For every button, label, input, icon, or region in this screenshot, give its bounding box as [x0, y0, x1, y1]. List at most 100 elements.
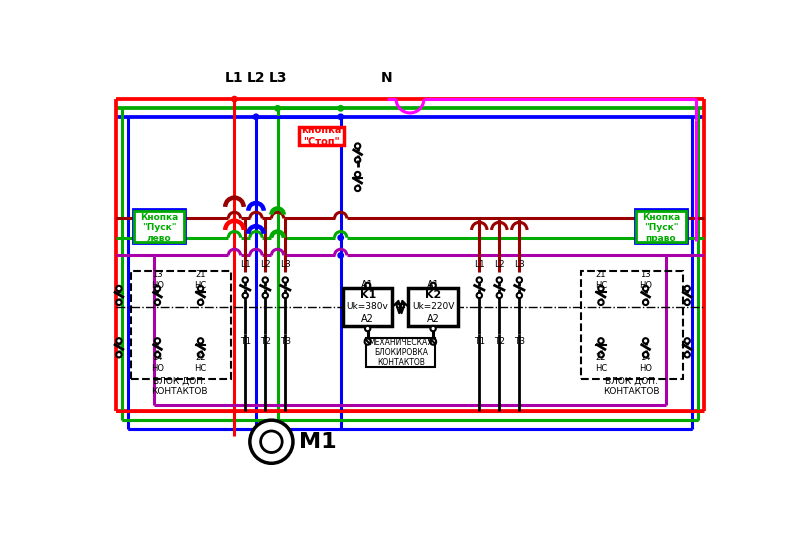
Text: M1: M1 — [298, 432, 337, 452]
Text: A1: A1 — [426, 280, 439, 291]
Bar — [299, 127, 344, 146]
Text: T1: T1 — [474, 337, 485, 346]
Circle shape — [685, 352, 690, 358]
Text: 22
НС: 22 НС — [595, 353, 607, 373]
Text: K2: K2 — [425, 291, 442, 300]
Text: N: N — [381, 71, 393, 85]
Bar — [409, 288, 458, 326]
Circle shape — [262, 293, 268, 298]
Text: 21
НС: 21 НС — [595, 270, 607, 290]
Bar — [343, 288, 392, 326]
Bar — [581, 271, 683, 379]
Circle shape — [232, 97, 237, 102]
Text: L2: L2 — [260, 260, 270, 269]
Text: T2: T2 — [260, 337, 270, 346]
Circle shape — [275, 106, 280, 111]
Circle shape — [154, 338, 160, 344]
Circle shape — [116, 352, 122, 358]
Circle shape — [643, 286, 648, 291]
Text: Кнопка
"Пуск"
лево: Кнопка "Пуск" лево — [140, 213, 178, 243]
Bar — [134, 211, 184, 242]
Text: A1: A1 — [362, 280, 374, 291]
Circle shape — [685, 286, 690, 291]
Circle shape — [198, 300, 203, 305]
Circle shape — [242, 277, 248, 283]
Circle shape — [477, 277, 482, 283]
Circle shape — [430, 283, 436, 288]
Circle shape — [355, 186, 360, 191]
Text: кнопка
"Стоп": кнопка "Стоп" — [302, 125, 342, 147]
Text: Uk=380v: Uk=380v — [346, 302, 389, 311]
Bar — [133, 209, 185, 243]
Text: L1: L1 — [225, 71, 244, 85]
Bar — [366, 338, 435, 367]
Text: МЕХАНИЧЕСКАЯ
БЛОКИРОВКА
КОНТАКТОВ: МЕХАНИЧЕСКАЯ БЛОКИРОВКА КОНТАКТОВ — [369, 338, 433, 367]
Text: A2: A2 — [426, 314, 439, 323]
Circle shape — [338, 114, 343, 120]
Circle shape — [250, 420, 293, 463]
Circle shape — [338, 106, 343, 111]
Text: L2: L2 — [494, 260, 505, 269]
Circle shape — [116, 300, 122, 305]
Bar — [635, 209, 687, 243]
Circle shape — [254, 114, 258, 120]
Circle shape — [262, 277, 268, 283]
Circle shape — [198, 352, 203, 358]
Text: L3: L3 — [514, 260, 525, 269]
Circle shape — [598, 338, 604, 344]
Circle shape — [598, 300, 604, 305]
Circle shape — [685, 338, 690, 344]
Circle shape — [598, 286, 604, 291]
Text: T2: T2 — [494, 337, 505, 346]
Text: 13
НО: 13 НО — [151, 270, 164, 290]
Circle shape — [154, 300, 160, 305]
Circle shape — [116, 286, 122, 291]
Text: БЛОК ДОП.
КОНТАКТОВ: БЛОК ДОП. КОНТАКТОВ — [150, 376, 207, 396]
Circle shape — [598, 352, 604, 358]
Circle shape — [355, 172, 360, 177]
Circle shape — [497, 293, 502, 298]
Text: K1: K1 — [359, 291, 376, 300]
Circle shape — [198, 338, 203, 344]
Circle shape — [365, 326, 370, 331]
Circle shape — [355, 157, 360, 163]
Text: 21
НС: 21 НС — [194, 270, 206, 290]
Text: T3: T3 — [514, 337, 525, 346]
Circle shape — [365, 283, 370, 288]
Circle shape — [154, 352, 160, 358]
Circle shape — [282, 293, 288, 298]
Text: 22
НС: 22 НС — [194, 353, 206, 373]
Circle shape — [497, 277, 502, 283]
Bar — [636, 211, 686, 242]
Text: БЛОК ДОП.
КОНТАКТОВ: БЛОК ДОП. КОНТАКТОВ — [603, 376, 660, 396]
Circle shape — [242, 293, 248, 298]
Circle shape — [282, 277, 288, 283]
Circle shape — [517, 277, 522, 283]
Text: 14
НО: 14 НО — [151, 353, 164, 373]
Text: L2: L2 — [246, 71, 266, 85]
Text: L3: L3 — [268, 71, 287, 85]
Text: 13
НО: 13 НО — [639, 270, 652, 290]
Circle shape — [116, 338, 122, 344]
Text: L1: L1 — [474, 260, 485, 269]
Bar — [131, 271, 231, 379]
Circle shape — [261, 431, 282, 453]
Text: T1: T1 — [240, 337, 250, 346]
Circle shape — [643, 300, 648, 305]
Text: Кнопка
"Пуск"
право: Кнопка "Пуск" право — [642, 213, 680, 243]
Text: L3: L3 — [280, 260, 290, 269]
Circle shape — [430, 326, 436, 331]
Text: 14
НО: 14 НО — [639, 353, 652, 373]
Circle shape — [430, 338, 436, 345]
Circle shape — [643, 338, 648, 344]
Circle shape — [338, 253, 343, 258]
Text: T3: T3 — [280, 337, 291, 346]
Circle shape — [643, 352, 648, 358]
Circle shape — [685, 300, 690, 305]
Text: A2: A2 — [362, 314, 374, 323]
Text: L1: L1 — [240, 260, 250, 269]
Circle shape — [338, 235, 343, 241]
Circle shape — [365, 338, 370, 345]
Circle shape — [477, 293, 482, 298]
Circle shape — [517, 293, 522, 298]
